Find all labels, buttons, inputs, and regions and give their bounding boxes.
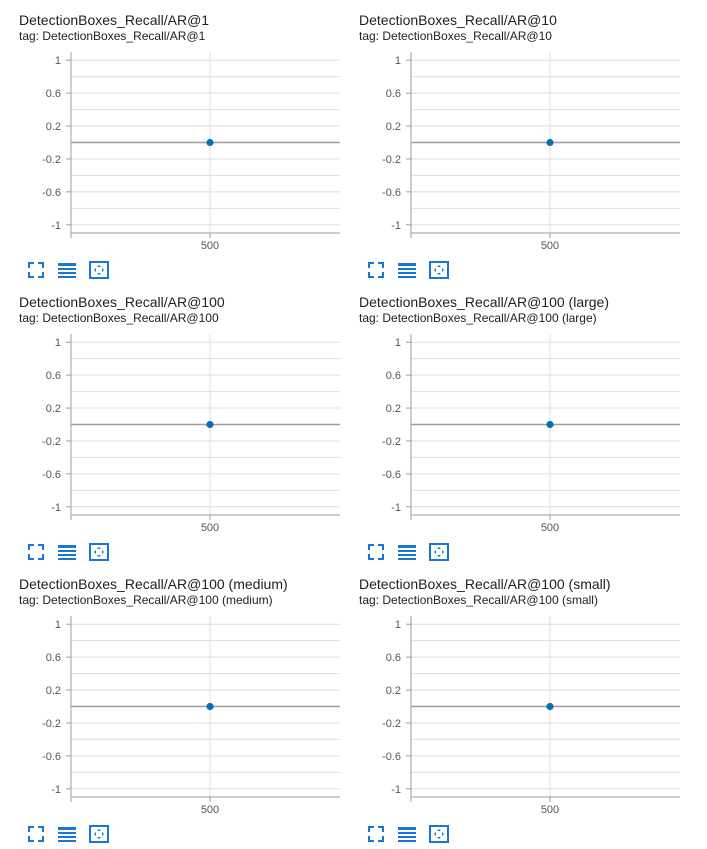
x-tick-label: 500 xyxy=(541,240,559,252)
y-tick-label: -1 xyxy=(51,502,61,514)
y-tick-label: 0.2 xyxy=(386,685,401,697)
y-tick-label: -1 xyxy=(391,220,401,232)
y-tick-label: 0.6 xyxy=(46,88,61,100)
x-tick-label: 500 xyxy=(541,804,559,816)
data-point[interactable] xyxy=(546,420,554,429)
data-table-icon[interactable] xyxy=(56,541,78,563)
data-point[interactable] xyxy=(206,702,214,711)
fit-domain-icon[interactable] xyxy=(428,541,450,563)
fullscreen-icon[interactable] xyxy=(365,823,387,845)
fit-domain-icon[interactable] xyxy=(88,259,110,281)
data-table-icon[interactable] xyxy=(396,541,418,563)
y-tick-label: 0.6 xyxy=(46,652,61,664)
data-point[interactable] xyxy=(546,702,554,711)
y-tick-label: 0.6 xyxy=(386,652,401,664)
y-tick-label: -0.2 xyxy=(382,436,401,448)
fullscreen-icon[interactable] xyxy=(365,541,387,563)
y-tick-label: -1 xyxy=(51,220,61,232)
chart-card: DetectionBoxes_Recall/AR@1 tag: Detectio… xyxy=(0,0,340,282)
y-tick-label: 0.6 xyxy=(46,370,61,382)
y-tick-label: 1 xyxy=(55,55,61,67)
fit-domain-icon[interactable] xyxy=(428,823,450,845)
chart-plot[interactable]: 1 0.6 0.2 -0.2 -0.6 -1 500 xyxy=(340,0,680,255)
y-tick-label: -0.2 xyxy=(382,718,401,730)
y-tick-label: 1 xyxy=(55,337,61,349)
chart-title: DetectionBoxes_Recall/AR@1 xyxy=(19,12,210,28)
data-table-icon[interactable] xyxy=(396,823,418,845)
y-tick-label: -0.6 xyxy=(382,469,401,481)
chart-title: DetectionBoxes_Recall/AR@100 (large) xyxy=(359,294,609,310)
fullscreen-icon[interactable] xyxy=(25,259,47,281)
chart-card: DetectionBoxes_Recall/AR@100 (small) tag… xyxy=(340,564,680,846)
data-table-icon[interactable] xyxy=(56,259,78,281)
chart-tag: tag: DetectionBoxes_Recall/AR@100 (small… xyxy=(359,593,598,607)
chart-title: DetectionBoxes_Recall/AR@100 (small) xyxy=(359,576,611,592)
x-tick-label: 500 xyxy=(201,804,219,816)
y-tick-label: 0.2 xyxy=(46,403,61,415)
chart-title: DetectionBoxes_Recall/AR@10 xyxy=(359,12,557,28)
chart-tag: tag: DetectionBoxes_Recall/AR@100 xyxy=(19,311,219,325)
y-tick-label: -0.2 xyxy=(382,154,401,166)
data-point[interactable] xyxy=(206,138,214,147)
chart-tag: tag: DetectionBoxes_Recall/AR@100 (mediu… xyxy=(19,593,273,607)
chart-title: DetectionBoxes_Recall/AR@100 (medium) xyxy=(19,576,288,592)
chart-tag: tag: DetectionBoxes_Recall/AR@1 xyxy=(19,29,206,43)
data-point[interactable] xyxy=(546,138,554,147)
x-tick-label: 500 xyxy=(541,522,559,534)
y-tick-label: -0.2 xyxy=(42,718,61,730)
fullscreen-icon[interactable] xyxy=(365,259,387,281)
chart-plot[interactable]: 1 0.6 0.2 -0.2 -0.6 -1 500 xyxy=(340,282,680,537)
data-table-icon[interactable] xyxy=(396,259,418,281)
chart-tag: tag: DetectionBoxes_Recall/AR@10 xyxy=(359,29,552,43)
y-tick-label: 1 xyxy=(395,619,401,631)
chart-card: DetectionBoxes_Recall/AR@100 tag: Detect… xyxy=(0,282,340,564)
y-tick-label: -0.6 xyxy=(382,187,401,199)
chart-plot[interactable]: 1 0.6 0.2 -0.2 -0.6 -1 500 xyxy=(0,282,340,537)
chart-tag: tag: DetectionBoxes_Recall/AR@100 (large… xyxy=(359,311,597,325)
fit-domain-icon[interactable] xyxy=(88,823,110,845)
y-tick-label: 0.2 xyxy=(386,121,401,133)
y-tick-label: -1 xyxy=(51,784,61,796)
data-point[interactable] xyxy=(206,420,214,429)
y-tick-label: 1 xyxy=(55,619,61,631)
data-table-icon[interactable] xyxy=(56,823,78,845)
chart-title: DetectionBoxes_Recall/AR@100 xyxy=(19,294,225,310)
y-tick-label: -1 xyxy=(391,502,401,514)
chart-card: DetectionBoxes_Recall/AR@100 (large) tag… xyxy=(340,282,680,564)
x-tick-label: 500 xyxy=(201,522,219,534)
chart-plot[interactable]: 1 0.6 0.2 -0.2 -0.6 -1 500 xyxy=(340,564,680,819)
y-tick-label: -0.2 xyxy=(42,154,61,166)
chart-plot[interactable]: 1 0.6 0.2 -0.2 -0.6 -1 500 xyxy=(0,0,340,255)
y-tick-label: 1 xyxy=(395,337,401,349)
fit-domain-icon[interactable] xyxy=(88,541,110,563)
y-tick-label: -0.2 xyxy=(42,436,61,448)
fullscreen-icon[interactable] xyxy=(25,823,47,845)
y-tick-label: 0.2 xyxy=(46,121,61,133)
chart-card: DetectionBoxes_Recall/AR@10 tag: Detecti… xyxy=(340,0,680,282)
y-tick-label: -1 xyxy=(391,784,401,796)
y-tick-label: 0.2 xyxy=(46,685,61,697)
y-tick-label: -0.6 xyxy=(42,187,61,199)
fullscreen-icon[interactable] xyxy=(25,541,47,563)
y-tick-label: -0.6 xyxy=(42,469,61,481)
y-tick-label: -0.6 xyxy=(42,751,61,763)
chart-plot[interactable]: 1 0.6 0.2 -0.2 -0.6 -1 500 xyxy=(0,564,340,819)
x-tick-label: 500 xyxy=(201,240,219,252)
y-tick-label: 0.2 xyxy=(386,403,401,415)
chart-card: DetectionBoxes_Recall/AR@100 (medium) ta… xyxy=(0,564,340,846)
y-tick-label: -0.6 xyxy=(382,751,401,763)
y-tick-label: 0.6 xyxy=(386,88,401,100)
fit-domain-icon[interactable] xyxy=(428,259,450,281)
y-tick-label: 0.6 xyxy=(386,370,401,382)
y-tick-label: 1 xyxy=(395,55,401,67)
